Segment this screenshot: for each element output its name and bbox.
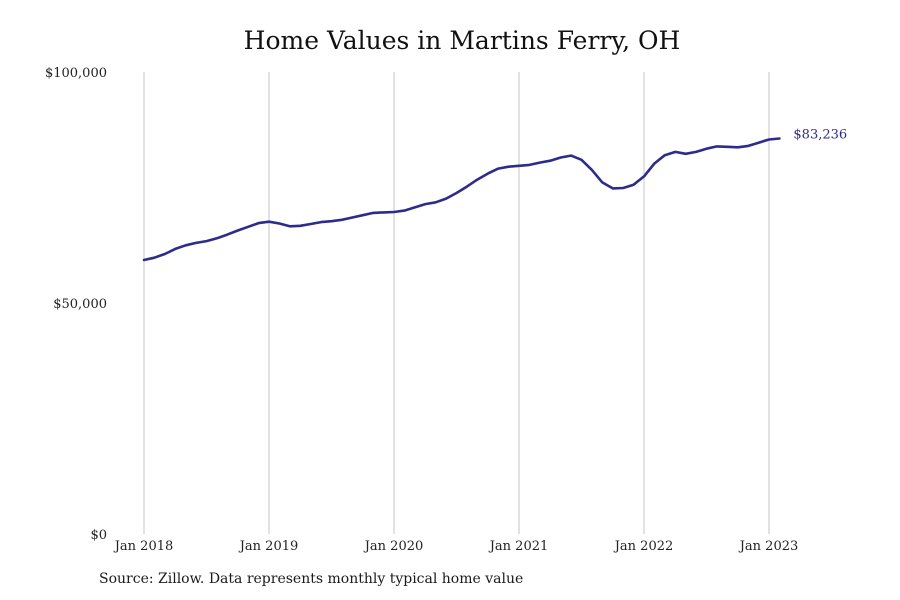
source-note: Source: Zillow. Data represents monthly … [99,571,524,587]
x-tick-label: Jan 2020 [363,539,424,554]
x-tick-label: Jan 2021 [488,539,549,554]
end-value-label: $83,236 [793,128,847,143]
y-axis: $0 $50,000 $100,000 [45,66,107,543]
x-tick-label: Jan 2018 [113,539,174,554]
y-tick-label: $0 [90,528,107,543]
x-tick-label: Jan 2019 [238,539,299,554]
chart-title: Home Values in Martins Ferry, OH [243,26,681,55]
vertical-gridlines [143,72,770,534]
y-tick-label: $50,000 [53,297,107,312]
x-tick-label: Jan 2023 [738,539,799,554]
series-layer: $83,236 [142,128,847,262]
x-axis: Jan 2018 Jan 2019 Jan 2020 Jan 2021 Jan 2022… [113,539,799,554]
series-line [142,137,781,262]
y-tick-label: $100,000 [45,66,107,81]
x-tick-label: Jan 2022 [613,539,674,554]
